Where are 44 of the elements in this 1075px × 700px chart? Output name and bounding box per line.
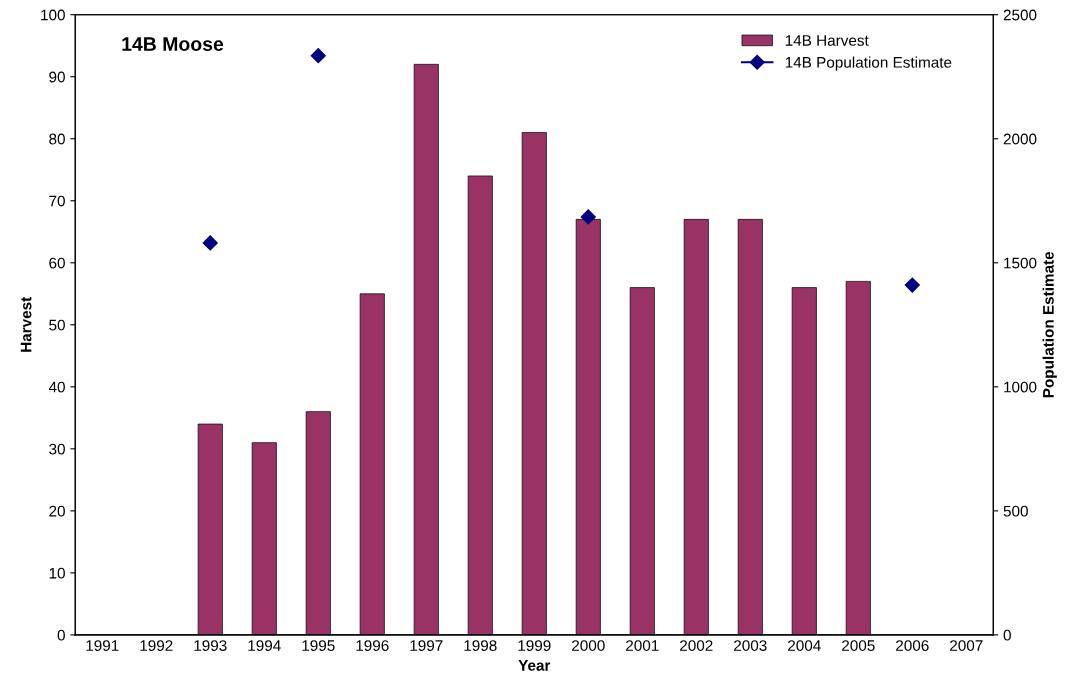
y2-tick-label: 0 [1003,629,1011,641]
x-tick-label: 1992 [140,640,173,651]
y-tick-label: 50 [49,319,65,331]
y2-axis-title: Population Estimate [1042,251,1057,398]
y-tick-label: 40 [48,381,65,393]
x-tick-label: 1995 [302,640,335,651]
y2-tick-label: 1000 [1004,381,1037,393]
x-axis-title: Year [518,660,551,671]
point [904,277,920,293]
point [310,48,326,64]
x-tick-label: 2000 [572,640,605,651]
x-tick-label: 1993 [194,640,227,651]
y2-tick-label: 2500 [1003,9,1037,21]
x-tick-label: 1997 [410,640,443,651]
y-axis-title: Harvest [20,296,32,352]
x-tick-label: 1996 [356,640,389,651]
x-tick-label: 1991 [86,640,119,651]
y-tick-label: 60 [49,257,65,269]
x-tick-label: 2005 [842,640,875,651]
y-tick-label: 10 [49,567,65,579]
y-tick-label: 70 [49,195,65,207]
x-tick-label: 2003 [734,640,767,651]
legend-label: 14B Harvest [785,35,869,46]
y-tick-label: 90 [49,71,65,83]
x-tick-label: 1994 [248,640,281,651]
y-tick-label: 100 [41,9,65,21]
x-tick-label: 2004 [788,640,821,651]
y2-tick-label: 2000 [1003,133,1037,145]
y-tick-label: 0 [57,629,65,641]
y2-tick-label: 500 [1003,505,1028,517]
x-tick-label: 1998 [464,640,497,651]
x-tick-label: 2001 [626,640,659,651]
legend-label: 14B Population Estimate [785,56,952,71]
y-tick-label: 30 [49,443,65,455]
point [202,235,218,251]
y2-tick-label: 1500 [1004,257,1037,269]
annotation: 14B Moose [122,37,224,51]
x-tick-label: 1999 [518,640,551,651]
y-tick-label: 20 [49,505,65,517]
point [580,209,596,225]
x-tick-label: 2007 [950,640,983,651]
x-tick-label: 2006 [896,640,929,651]
x-tick-label: 2002 [680,640,713,651]
y-tick-label: 80 [49,133,65,145]
